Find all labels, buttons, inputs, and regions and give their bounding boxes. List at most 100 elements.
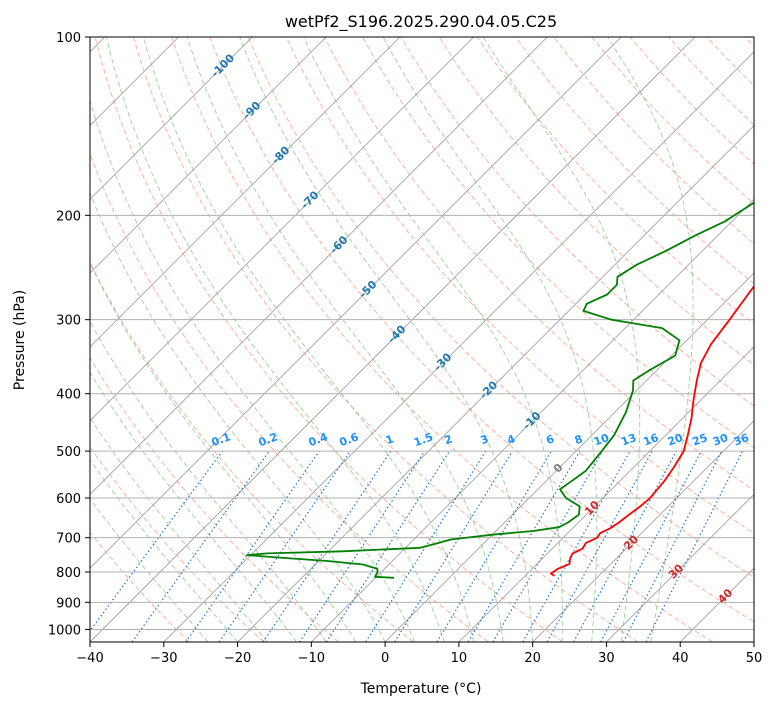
mixing-ratio-line	[436, 450, 552, 642]
moist-adiabat-line	[239, 37, 534, 642]
mixing-ratio-label: 1	[384, 432, 396, 447]
mixing-ratio-label: 36	[732, 431, 751, 449]
dry-adiabat-line	[90, 446, 265, 642]
mixing-ratio-label: 25	[691, 431, 710, 448]
mixing-ratio-label: 10	[592, 431, 611, 449]
dewpoint-profile-line	[246, 201, 754, 579]
dry-adiabat-line	[90, 261, 414, 642]
mixing-ratio-line	[185, 450, 320, 642]
y-tick-label: 800	[56, 566, 81, 581]
mixing-ratio-line	[325, 450, 451, 642]
y-tick-label: 500	[56, 445, 81, 460]
dry-adiabat-line	[438, 37, 754, 366]
dry-adiabat-line	[285, 37, 754, 534]
mixing-ratio-label: 0.2	[257, 430, 280, 449]
mixing-ratio-line	[522, 450, 631, 642]
x-tick-label: 50	[746, 651, 763, 666]
dry-adiabat-line	[90, 531, 190, 642]
y-tick-label: 900	[56, 596, 81, 611]
dry-adiabat-line	[90, 152, 489, 642]
moist-adiabat-line	[607, 37, 694, 642]
chart-title: wetPf2_S196.2025.290.04.05.C25	[285, 12, 557, 32]
isotherm-line	[90, 37, 696, 642]
moist-adiabat-line	[90, 458, 238, 642]
moist-adiabat-line	[90, 320, 327, 642]
mixing-ratio-label: 13	[619, 431, 638, 448]
mixing-ratio-line	[467, 450, 581, 642]
temperature-profile-line	[550, 284, 754, 577]
moist-adiabat-line	[90, 262, 356, 642]
moist-adiabat-line	[90, 417, 268, 642]
isotherm-line	[90, 37, 253, 200]
mixing-ratio-line	[572, 450, 677, 642]
x-tick-label: −40	[76, 651, 103, 666]
moist-adiabat-line	[303, 37, 563, 642]
moist-adiabat-line	[186, 37, 504, 642]
x-tick-label: −20	[224, 651, 251, 666]
x-tick-label: 30	[598, 651, 615, 666]
moist-adiabat-line	[382, 37, 598, 642]
isotherm-line	[606, 493, 754, 642]
x-axis-title: Temperature (°C)	[360, 681, 482, 697]
y-axis-title: Pressure (hPa)	[12, 290, 28, 390]
mixing-ratio-label: 8	[573, 432, 585, 447]
dry-adiabat-line	[94, 37, 564, 642]
dry-adiabat-line	[90, 356, 339, 642]
plot-frame	[89, 36, 755, 643]
dry-adiabat-line	[132, 37, 639, 642]
y-tick-label: 300	[56, 314, 81, 329]
y-tick-label: 600	[56, 492, 81, 507]
x-tick-label: 0	[381, 651, 389, 666]
isotherm-line	[532, 420, 754, 642]
profile-lines	[246, 201, 754, 579]
dry-adiabat-line	[171, 37, 713, 642]
mixing-ratio-label: 20	[666, 431, 685, 449]
mixing-ratio-line	[546, 450, 653, 642]
y-tick-label: 100	[56, 31, 81, 46]
x-tick-label: −30	[150, 651, 177, 666]
x-tick-label: 10	[451, 651, 468, 666]
thermo-lines	[90, 37, 754, 642]
mixing-ratio-label: 0.4	[307, 430, 330, 449]
y-tick-label: 1000	[48, 623, 81, 638]
x-tick-label: −10	[298, 651, 325, 666]
isotherm-line	[90, 37, 327, 274]
mixing-ratio-label: 0.1	[210, 430, 233, 449]
dry-adiabat-line	[515, 37, 754, 285]
x-axis: −40 −30 −20 −10 0 10 20 30 40 50	[76, 642, 762, 666]
isotherm-line	[163, 51, 754, 642]
mixing-ratio-label: 30	[711, 431, 730, 449]
mixing-ratio-label: 2	[442, 432, 454, 447]
y-tick-label: 200	[56, 209, 81, 224]
mixing-ratio-label: 16	[642, 431, 661, 449]
isotherm-line	[90, 37, 474, 422]
dry-adiabat-line	[209, 37, 754, 623]
isotherm-line	[458, 346, 754, 642]
x-tick-label: 20	[524, 651, 541, 666]
y-tick-label: 400	[56, 388, 81, 403]
moist-adiabat-line	[482, 37, 641, 642]
isotherm-line	[384, 272, 754, 642]
mixing-ratio-line	[492, 450, 604, 642]
mixing-ratio-line	[394, 450, 513, 642]
dry-adiabat-line	[324, 37, 754, 491]
isotherm-line	[90, 37, 622, 569]
pressure-grid	[90, 37, 754, 630]
mixing-ratio-label: 6	[544, 432, 556, 447]
isotherm-line	[90, 37, 401, 348]
mixing-ratio-label: 3	[479, 432, 491, 447]
dry-adiabat-line	[362, 37, 754, 449]
x-tick-label: 40	[672, 651, 689, 666]
moist-adiabat-line	[105, 37, 445, 642]
isotherm-line	[90, 37, 548, 495]
y-tick-label: 700	[56, 532, 81, 547]
isotherm-line	[237, 125, 754, 642]
mixing-ratio-label: 0.6	[338, 430, 361, 449]
y-axis: 100 200 300 400 500 600 700 800 900 1000	[48, 31, 90, 638]
mixing-ratio-label: 4	[505, 432, 517, 447]
mixing-ratio-line	[218, 450, 351, 642]
moist-adiabat-line	[90, 191, 386, 642]
mixing-ratio-label: 1.5	[412, 430, 435, 449]
